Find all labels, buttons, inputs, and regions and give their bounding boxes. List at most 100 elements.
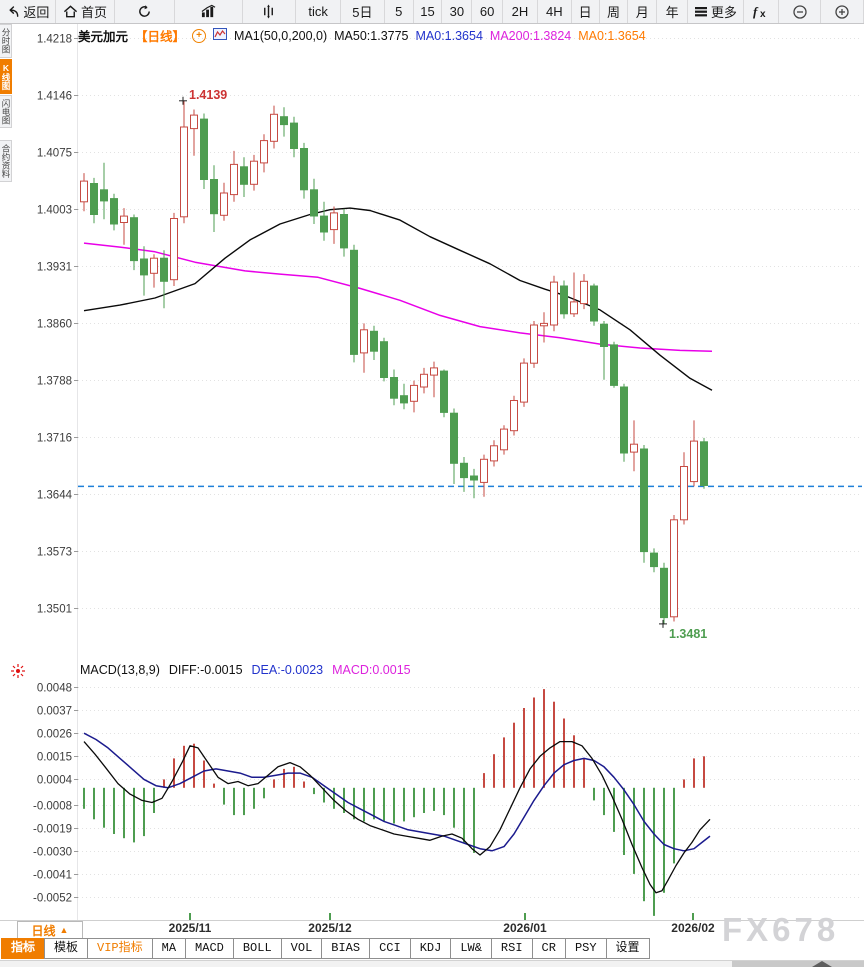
sidebar-tab-闪电图[interactable]: 闪电图 bbox=[0, 94, 12, 128]
candle-body bbox=[430, 367, 438, 376]
toolbar-item-label: 周 bbox=[606, 5, 620, 20]
price-axis-label: 1.3501 bbox=[37, 604, 72, 616]
candle-body bbox=[140, 258, 148, 276]
candle-body bbox=[640, 448, 648, 553]
toolbar-zoom-in-button[interactable] bbox=[821, 0, 864, 23]
macd-axis-label: 0.0048 bbox=[37, 683, 72, 695]
toolbar-refresh-button[interactable] bbox=[115, 0, 175, 23]
candle-body bbox=[130, 217, 138, 262]
candle-body bbox=[90, 183, 98, 215]
indicator-tab-BIAS[interactable]: BIAS bbox=[321, 938, 371, 959]
indicator-tab-MA[interactable]: MA bbox=[151, 938, 187, 959]
period-label: 【日线】 bbox=[135, 30, 186, 44]
toolbar-volume-profile-button[interactable] bbox=[243, 0, 297, 23]
indicator-tab-LW&[interactable]: LW& bbox=[450, 938, 492, 959]
top-toolbar: 返回 首页 tick 5日 5 15 30 60 2H 4H 日周月 年 更多 f x bbox=[0, 0, 864, 24]
indicator-tab-CCI[interactable]: CCI bbox=[369, 938, 411, 959]
candle-body bbox=[470, 475, 478, 481]
toolbar-60-button[interactable]: 60 bbox=[472, 0, 504, 23]
toolbar-menu-button[interactable]: 更多 bbox=[688, 0, 744, 23]
expand-panel-icon[interactable] bbox=[812, 961, 832, 967]
price-axis-label: 1.3573 bbox=[37, 547, 72, 559]
symbol-name: 美元加元 bbox=[78, 30, 129, 44]
candle-body bbox=[700, 441, 708, 486]
toolbar-back-button[interactable]: 返回 bbox=[0, 0, 56, 23]
candle-body bbox=[460, 462, 468, 479]
price-axis-label: 1.3931 bbox=[37, 262, 72, 274]
macd-axis-label: 0.0015 bbox=[37, 752, 72, 764]
bottom-scroll-strip[interactable] bbox=[0, 960, 864, 967]
axis-labels: 1.4218 1.4146 1.4075 1.4003 1.3931 1.3860 1.37… bbox=[33, 34, 73, 905]
toolbar-item-label: tick bbox=[308, 4, 328, 19]
candle-body bbox=[600, 323, 608, 348]
toolbar-4H-button[interactable]: 4H bbox=[538, 0, 572, 23]
month-label: 2026/02 bbox=[671, 921, 715, 935]
indicator-tab-PSY[interactable]: PSY bbox=[564, 938, 607, 959]
add-indicator-icon[interactable]: + bbox=[192, 28, 207, 43]
macd-settings-icon[interactable] bbox=[10, 663, 26, 684]
svg-text:x: x bbox=[760, 9, 766, 19]
candle-body bbox=[630, 443, 638, 453]
period-selector-button[interactable]: 日线 ▲ bbox=[17, 921, 83, 939]
toolbar-月-button[interactable]: 月 bbox=[628, 0, 658, 23]
toolbar-5-button[interactable]: 5 bbox=[385, 0, 414, 23]
ma50-value: MA50:1.3775 bbox=[334, 28, 409, 43]
scrollbar-handle[interactable] bbox=[732, 961, 864, 967]
high-price-label: 1.4139 bbox=[189, 88, 227, 102]
price-axis-label: 1.3644 bbox=[37, 490, 73, 502]
candle-body bbox=[530, 324, 538, 364]
zoom-in-icon bbox=[834, 4, 850, 20]
indicator-tab-MACD[interactable]: MACD bbox=[185, 938, 234, 959]
toolbar-5日-button[interactable]: 5日 bbox=[341, 0, 385, 23]
indicator-tab-BOLL[interactable]: BOLL bbox=[232, 938, 282, 959]
indicator-tab-CR[interactable]: CR bbox=[531, 938, 566, 959]
toolbar-bar-chart-button[interactable] bbox=[175, 0, 243, 23]
candle-body bbox=[360, 329, 368, 354]
toolbar-item-label: 2H bbox=[511, 4, 529, 19]
candle-body bbox=[480, 458, 488, 483]
candle-body bbox=[670, 519, 678, 618]
toolbar-tick-button[interactable]: tick bbox=[296, 0, 342, 23]
toolbar-zoom-out-button[interactable] bbox=[779, 0, 822, 23]
sidebar-tab-K线图[interactable]: K线图 bbox=[0, 58, 12, 94]
toolbar-item-label: 60 bbox=[479, 4, 495, 19]
candle-body bbox=[450, 412, 458, 464]
indicator-tab-模板[interactable]: 模板 bbox=[44, 938, 89, 959]
macd-axis-label: -0.0041 bbox=[33, 870, 72, 882]
indicator-tab-KDJ[interactable]: KDJ bbox=[409, 938, 452, 959]
toolbar-30-button[interactable]: 30 bbox=[442, 0, 473, 23]
candle-body bbox=[120, 215, 128, 224]
sidebar-tab-分时图[interactable]: 分时图 bbox=[0, 24, 12, 58]
toolbar-15-button[interactable]: 15 bbox=[414, 0, 443, 23]
indicator-tab-设置[interactable]: 设置 bbox=[605, 938, 650, 959]
indicator-tab-VIP指标[interactable]: VIP指标 bbox=[87, 938, 153, 959]
candle-body bbox=[520, 362, 528, 403]
toolbar-2H-button[interactable]: 2H bbox=[503, 0, 538, 23]
candle-body bbox=[230, 163, 238, 196]
candle-body bbox=[270, 113, 278, 142]
macd-axis-label: -0.0030 bbox=[33, 847, 72, 859]
zoom-out-icon bbox=[792, 4, 808, 20]
home-icon bbox=[63, 4, 78, 19]
sidebar-tab-合约资料[interactable]: 合约资料 bbox=[0, 140, 12, 182]
candle-body bbox=[580, 280, 588, 305]
toolbar-周-button[interactable]: 周 bbox=[600, 0, 629, 23]
candle-body bbox=[100, 189, 108, 202]
indicator-tab-指标[interactable]: 指标 bbox=[1, 938, 46, 959]
toolbar-日-button[interactable]: 日 bbox=[572, 0, 600, 23]
toolbar-home-button[interactable]: 首页 bbox=[56, 0, 116, 23]
toolbar-年-button[interactable]: 年 bbox=[657, 0, 689, 23]
macd-value: MACD:0.0015 bbox=[332, 663, 411, 677]
candle-body bbox=[320, 215, 328, 233]
macd-axis-label: 0.0004 bbox=[37, 775, 73, 787]
indicator-tab-RSI[interactable]: RSI bbox=[490, 938, 533, 959]
candle-body bbox=[80, 180, 88, 203]
price-axis-label: 1.4075 bbox=[37, 148, 72, 160]
indicator-tab-VOL[interactable]: VOL bbox=[280, 938, 323, 959]
candle-body bbox=[550, 281, 558, 326]
toolbar-item-label: 月 bbox=[635, 5, 649, 20]
